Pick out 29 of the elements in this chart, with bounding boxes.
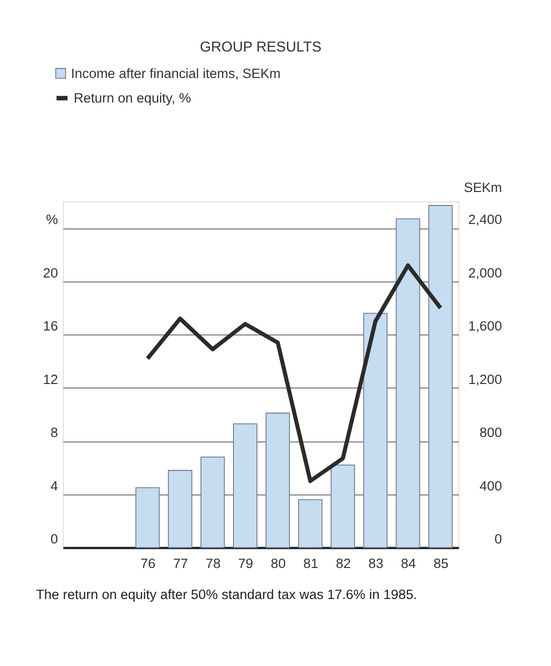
- y2-tick-label: 2,000: [468, 265, 502, 280]
- y2-tick-label: 800: [480, 425, 502, 440]
- y-tick-label: 0: [50, 532, 58, 547]
- text: The return on equity after 50% standard tax was 17.6% in 1985.: [36, 586, 418, 602]
- x-tick-label: 81: [303, 556, 318, 571]
- legend-label: Income after financial items, SEKm: [71, 66, 281, 81]
- y-tick-label: 20: [42, 265, 58, 280]
- x-tick-label: 85: [433, 556, 448, 571]
- x-tick-label: 77: [173, 556, 188, 571]
- y-tick-label: 12: [42, 372, 58, 387]
- y-tick-label: 4: [50, 478, 58, 494]
- y-tick-label: 16: [42, 318, 58, 334]
- x-tick-label: 84: [400, 556, 416, 571]
- y2-tick-label: 1,200: [468, 372, 502, 387]
- x-tick-label: 80: [270, 556, 286, 571]
- legend-label: Return on equity, %: [74, 90, 192, 106]
- x-tick-label: 78: [206, 556, 221, 571]
- y2-tick-label: 0: [494, 532, 502, 547]
- x-tick-label: 83: [368, 556, 384, 571]
- x-tick-label: 79: [238, 556, 254, 571]
- y2-tick-label: 400: [480, 478, 502, 494]
- y-tick-label: 8: [50, 425, 58, 440]
- chart-title: GROUP RESULTS: [200, 39, 322, 56]
- x-tick-label: 76: [140, 556, 156, 571]
- y-tick-label: %: [46, 212, 58, 228]
- y2-tick-label: 1,600: [468, 318, 502, 334]
- y2-axis-title: SEKm: [464, 180, 502, 196]
- x-tick-label: 82: [336, 556, 351, 571]
- y2-tick-label: 2,400: [468, 212, 502, 228]
